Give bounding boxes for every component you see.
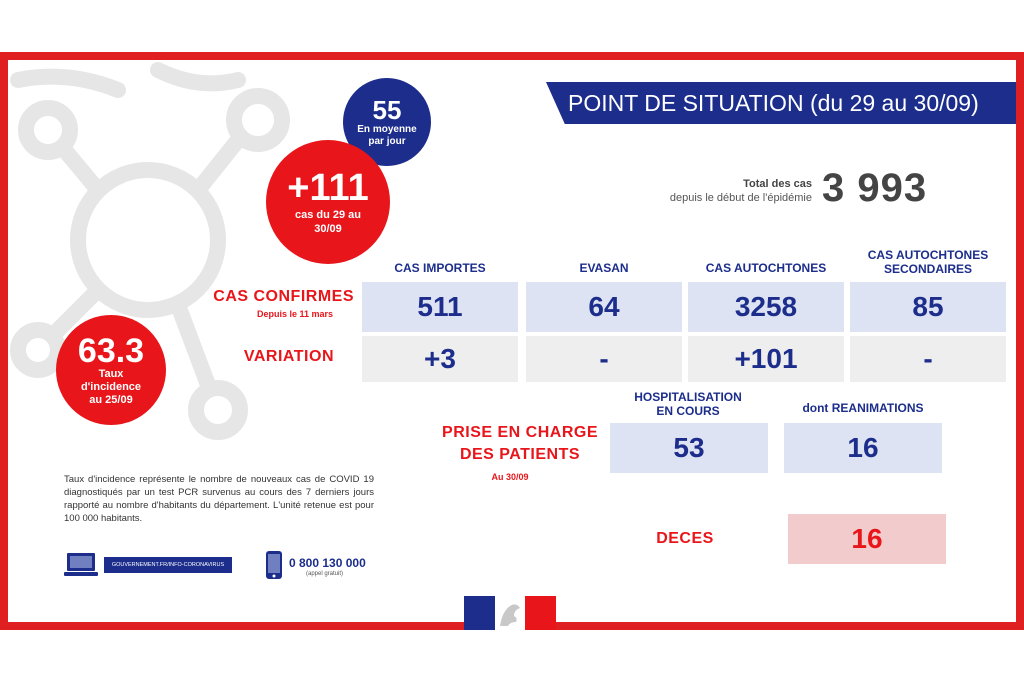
total-cases-value: 3 993 <box>822 166 928 210</box>
column-header: HOSPITALISATION EN COURS <box>610 390 766 418</box>
daily-average-label-1: En moyenne <box>357 124 417 135</box>
computer-icon <box>64 553 98 576</box>
column-header: CAS IMPORTES <box>362 261 518 275</box>
variation-text: VARIATION <box>243 348 334 365</box>
incidence-badge: 63.3 Taux d'incidence au 25/09 <box>56 315 166 425</box>
column-header: CAS AUTOCHTONES <box>688 261 844 275</box>
icu-header: dont REANIMATIONS <box>802 401 924 415</box>
incidence-label-3: au 25/09 <box>89 393 133 406</box>
total-cases-label: Total des cas depuis le début de l'épidé… <box>640 177 812 205</box>
care-sub: Au 30/09 <box>491 472 529 482</box>
hosp-header-1: HOSPITALISATION <box>634 390 742 404</box>
care-label-2: DES PATIENTS <box>459 446 581 463</box>
variation-imported-cell: +3 <box>362 336 518 382</box>
title-banner <box>546 82 1016 124</box>
confirmed-cases-label: CAS CONFIRMES Depuis le 11 mars <box>196 288 354 319</box>
confirmed-evasan-cell: 64 <box>526 282 682 332</box>
confirmed-imported-cell: 511 <box>362 282 518 332</box>
new-cases-label-1: cas du 29 au <box>294 209 362 221</box>
total-label-line2: depuis le début de l'épidémie <box>669 192 812 204</box>
column-header: EVASAN <box>526 261 682 275</box>
care-label-1: PRISE EN CHARGE <box>442 424 598 441</box>
incidence-label-1: Taux <box>98 367 124 380</box>
confirmed-autochthonous-cell: 3258 <box>688 282 844 332</box>
column-header: CAS AUTOCHTONES SECONDAIRES <box>850 248 1006 276</box>
new-cases-badge: +111 cas du 29 au 30/09 <box>266 140 390 264</box>
deaths-label: DECES <box>640 530 730 548</box>
incidence-note: Taux d'incidence représente le nombre de… <box>64 474 374 524</box>
column-header-line1: EVASAN <box>579 261 629 275</box>
hospitalisation-cell: 53 <box>610 423 768 473</box>
column-header-line1: CAS AUTOCHTONES <box>705 261 827 275</box>
column-header-line1: CAS IMPORTES <box>394 261 486 275</box>
new-cases-value: +111 <box>287 167 369 209</box>
variation-autochthonous-cell: +101 <box>688 336 844 382</box>
reanimation-cell: 16 <box>784 423 942 473</box>
incidence-label-2: d'incidence <box>80 380 142 393</box>
incidence-value: 63.3 <box>77 331 145 370</box>
confirmed-secondary-cell: 85 <box>850 282 1006 332</box>
daily-average-value: 55 <box>372 95 402 125</box>
banner-title: POINT DE SITUATION (du 29 au 30/09) <box>568 90 979 116</box>
deaths-cell: 16 <box>788 514 946 564</box>
column-header-line2: SECONDAIRES <box>883 262 972 276</box>
variation-evasan-cell: - <box>526 336 682 382</box>
column-header: dont REANIMATIONS <box>784 401 942 415</box>
column-header-line1: CAS AUTOCHTONES <box>867 248 989 262</box>
variation-label: VARIATION <box>196 348 334 366</box>
new-cases-label-2: 30/09 <box>314 223 342 235</box>
total-label-line1: Total des cas <box>743 178 812 190</box>
deaths-text: DECES <box>656 530 714 547</box>
patient-care-label: PRISE EN CHARGE DES PATIENTS Au 30/09 <box>440 424 600 482</box>
phone-subtext: (appel gratuit) <box>306 571 344 577</box>
info-url-link[interactable]: GOUVERNEMENT.FR/INFO-CORONAVIRUS <box>104 557 232 573</box>
phone-number: 0 800 130 000 <box>289 556 366 570</box>
hosp-header-2: EN COURS <box>656 404 720 418</box>
marianne-logo <box>464 596 556 630</box>
daily-average-label-2: par jour <box>368 136 406 147</box>
phone-icon <box>266 551 282 579</box>
confirmed-sub: Depuis le 11 mars <box>256 309 334 319</box>
virus-decoration-icon <box>10 62 290 440</box>
variation-secondary-cell: - <box>850 336 1006 382</box>
confirmed-label: CAS CONFIRMES <box>213 288 354 305</box>
